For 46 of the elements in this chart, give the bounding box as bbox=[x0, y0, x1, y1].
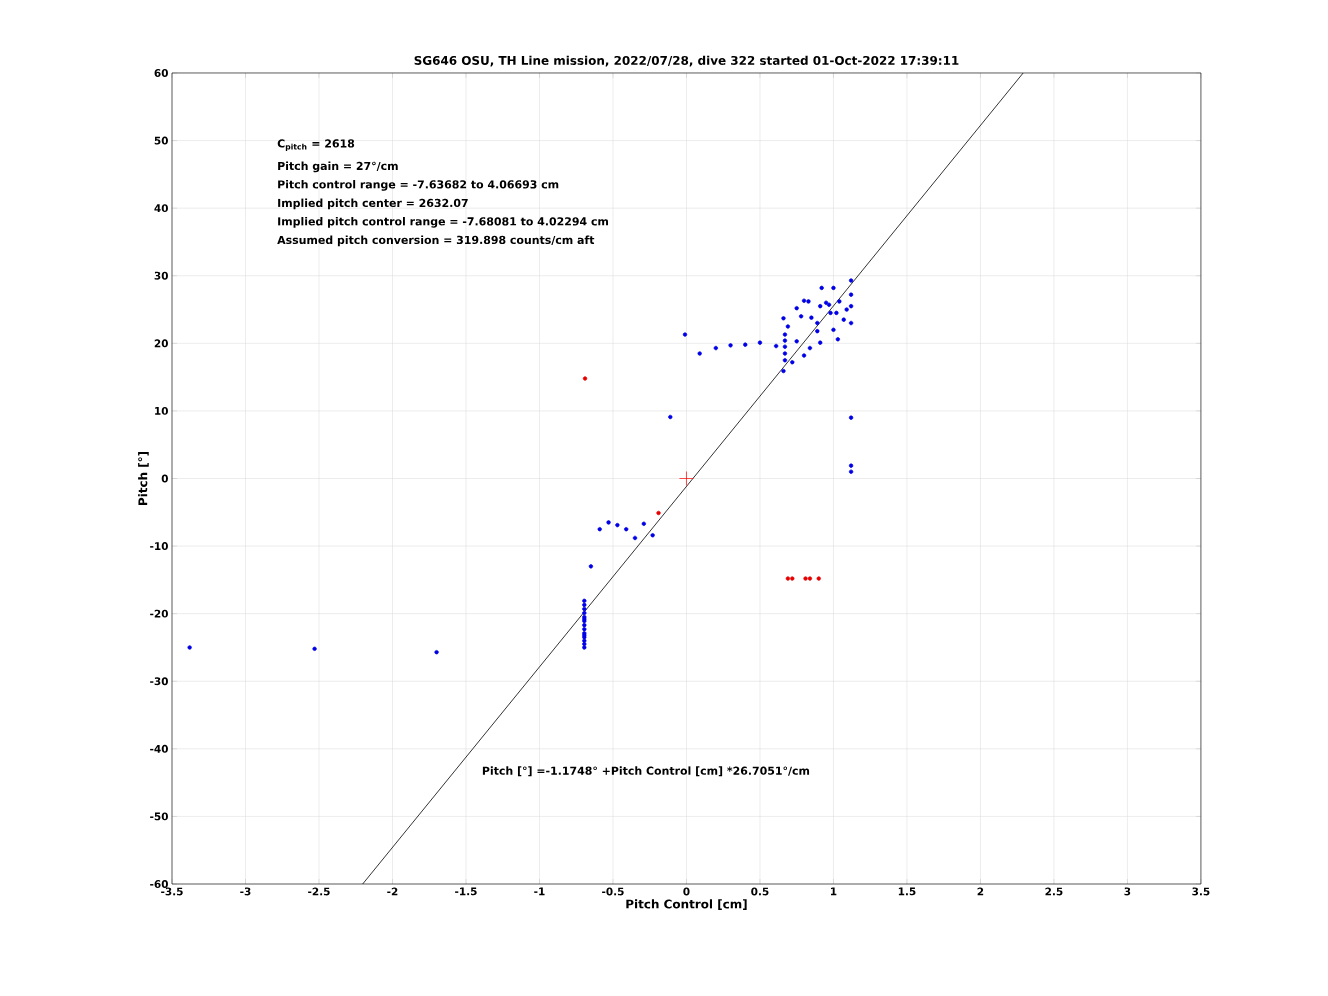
y-axis-title: Pitch [°] bbox=[138, 451, 149, 506]
x-tick-label: -2.5 bbox=[308, 887, 330, 896]
x-tick-label: -3 bbox=[240, 887, 251, 896]
y-tick-label: -30 bbox=[150, 677, 168, 686]
y-tick-label: 0 bbox=[161, 474, 168, 483]
y-tick-label: 20 bbox=[154, 339, 168, 348]
annotation: Implied pitch center = 2632.07 bbox=[278, 198, 468, 210]
x-tick-label: -2 bbox=[387, 887, 398, 896]
annotation: C$_{pitch}$ = 2618 bbox=[277, 139, 355, 152]
point bbox=[807, 576, 813, 581]
x-tick-label: -0.5 bbox=[602, 887, 624, 896]
point bbox=[656, 510, 661, 516]
annotation: Implied pitch control range = -7.68081 to 4.02294 cm bbox=[278, 217, 608, 228]
point bbox=[803, 576, 808, 581]
annotation: Pitch control range = -7.63682 to 4.06693 cm bbox=[278, 180, 559, 191]
x-tick-label: 2 bbox=[977, 887, 984, 896]
x-tick-label: 1 bbox=[830, 887, 837, 896]
x-tick-label: 1.5 bbox=[898, 887, 916, 896]
annotation: Assumed pitch conversion = 319.898 counts/cm aft bbox=[277, 235, 595, 247]
y-tick-label: -40 bbox=[150, 744, 168, 753]
chart-title: SG646 OSU, TH Line mission, 2022/07/28, dive 322 started 01-Oct-2022 17:39:11 bbox=[414, 55, 959, 67]
point bbox=[785, 576, 791, 581]
y-tick-label: -10 bbox=[150, 542, 168, 551]
y-tick-label: 60 bbox=[154, 69, 168, 77]
point bbox=[790, 576, 795, 581]
y-tick-label: 50 bbox=[154, 136, 168, 145]
x-tick-label: 3 bbox=[1124, 887, 1131, 896]
annotation: Pitch gain = 27°/cm bbox=[278, 161, 398, 173]
x-tick-label: -3.5 bbox=[161, 887, 183, 896]
x-tick-label: 0.5 bbox=[751, 887, 769, 896]
x-tick-label: 2.5 bbox=[1045, 887, 1063, 896]
point bbox=[816, 576, 821, 581]
x-tick-label: -1 bbox=[534, 887, 545, 896]
x-axis-title: Pitch Control [cm] bbox=[626, 899, 747, 910]
annotation: Pitch [°] =-1.1748° +Pitch Control [cm] *26.7051°/cm bbox=[482, 766, 810, 777]
x-tick-label: 0 bbox=[683, 887, 690, 896]
x-tick-label: 3.5 bbox=[1192, 887, 1210, 896]
y-tick-label: -60 bbox=[150, 880, 168, 888]
y-tick-label: 10 bbox=[155, 406, 168, 415]
y-tick-label: 30 bbox=[154, 271, 168, 280]
y-tick-label: -20 bbox=[150, 609, 168, 618]
x-tick-label: -1.5 bbox=[455, 887, 477, 896]
y-tick-label: -50 bbox=[150, 812, 168, 821]
y-tick-label: 40 bbox=[154, 204, 168, 213]
point bbox=[679, 471, 694, 486]
point bbox=[582, 376, 588, 381]
